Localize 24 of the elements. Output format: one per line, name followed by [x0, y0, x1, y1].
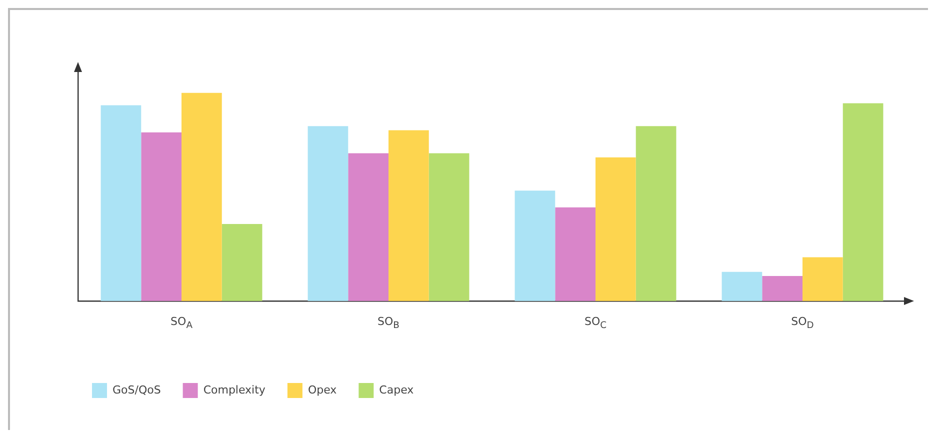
bar — [428, 153, 470, 301]
x-tick-label: SO$_{B}$ — [376, 315, 400, 332]
legend-label: Complexity — [203, 383, 266, 396]
bar — [222, 224, 262, 301]
bar — [348, 153, 388, 301]
bar — [182, 92, 222, 301]
bar — [636, 126, 676, 301]
x-tick-label: SO$_{A}$ — [170, 315, 194, 332]
legend-label: GoS/QoS — [112, 383, 161, 396]
bar — [762, 276, 802, 301]
bar — [141, 132, 182, 301]
legend-label: Capex — [379, 383, 414, 396]
bar — [802, 257, 843, 301]
bar — [514, 190, 556, 301]
bar — [388, 130, 429, 301]
bar — [100, 105, 142, 301]
x-tick-label: SO$_{D}$ — [790, 315, 815, 332]
bar — [722, 272, 762, 301]
bar — [555, 207, 596, 301]
bar — [308, 126, 348, 301]
bar — [596, 157, 636, 301]
legend-label: Opex — [308, 383, 338, 396]
bar — [842, 103, 884, 301]
x-tick-label: SO$_{C}$ — [583, 315, 608, 332]
